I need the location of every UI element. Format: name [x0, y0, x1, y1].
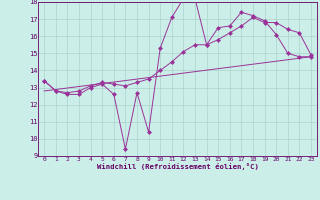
X-axis label: Windchill (Refroidissement éolien,°C): Windchill (Refroidissement éolien,°C): [97, 163, 259, 170]
